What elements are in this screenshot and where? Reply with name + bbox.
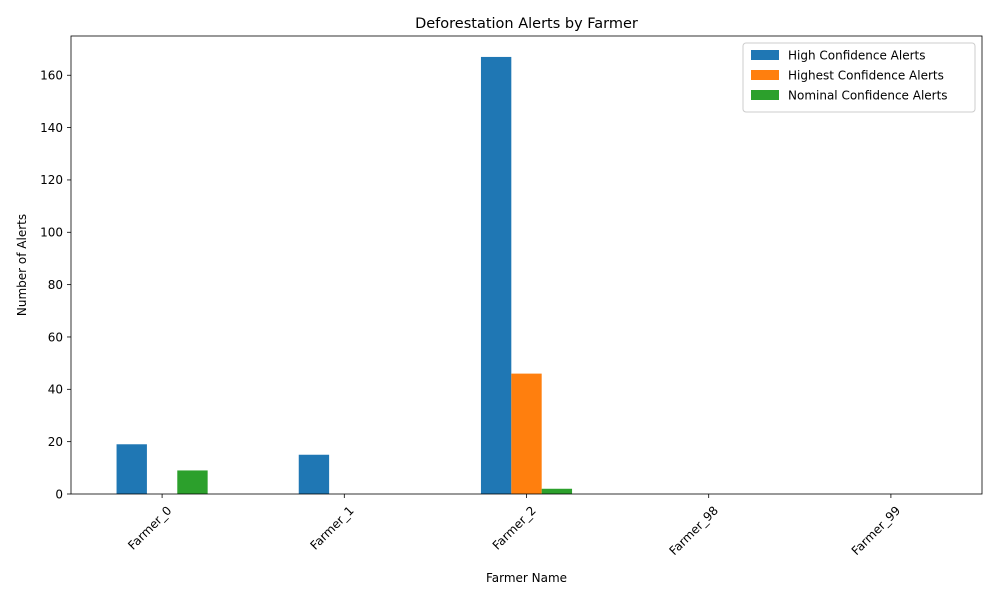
bar-Farmer_2-series-1 (511, 373, 542, 494)
x-axis-title: Farmer Name (486, 571, 567, 585)
chart-title: Deforestation Alerts by Farmer (415, 16, 638, 32)
bar-Farmer_2-series-2 (541, 488, 573, 494)
y-axis-title: Number of Alerts (15, 214, 29, 316)
y-tick-label: 20 (48, 435, 63, 449)
bar-Farmer_1-series-0 (298, 454, 330, 494)
y-tick-label: 140 (40, 121, 63, 135)
bar-Farmer_2-series-0 (480, 56, 512, 495)
y-tick-label: 120 (40, 173, 63, 187)
legend-swatch (751, 90, 779, 100)
y-tick-label: 0 (55, 487, 63, 501)
bar-Farmer_0-series-2 (177, 470, 208, 494)
y-tick-label: 60 (48, 330, 63, 344)
legend-box (742, 42, 976, 113)
y-tick-label: 40 (48, 383, 63, 397)
legend-label: Nominal Confidence Alerts (788, 89, 948, 103)
legend-swatch (751, 50, 779, 60)
legend-label: Highest Confidence Alerts (788, 69, 944, 83)
bar-Farmer_0-series-0 (116, 444, 147, 494)
legend: High Confidence Alerts Highest Confidence… (742, 42, 976, 113)
y-tick-label: 160 (40, 69, 63, 83)
y-tick-label: 80 (48, 278, 63, 292)
legend-label: High Confidence Alerts (788, 49, 926, 63)
legend-swatch (751, 70, 779, 80)
plot-frame (70, 35, 983, 495)
y-axis: 0 20 40 60 80 100 120 140 160 (40, 69, 71, 501)
bars-group (116, 56, 573, 495)
y-tick-label: 100 (40, 226, 63, 240)
